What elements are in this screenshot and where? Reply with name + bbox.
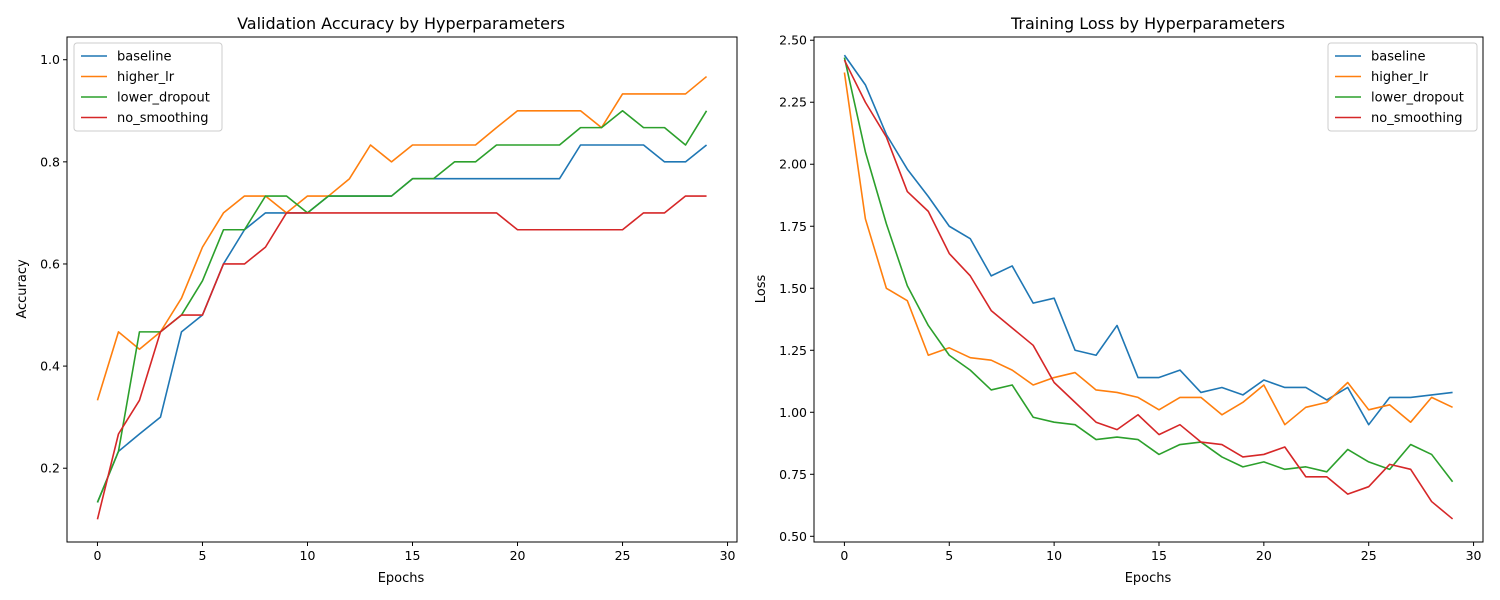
x-tick-label: 5 [198,548,206,563]
x-tick-label: 0 [840,548,848,563]
y-tick-label: 2.25 [779,95,807,110]
y-tick-label: 0.6 [40,256,60,271]
axes-frame [66,36,738,543]
x-tick-label: 30 [1466,548,1482,563]
legend-entry: no_smoothing [1371,111,1462,126]
x-tick-label: 25 [1361,548,1377,563]
y-tick-label: 0.75 [779,467,807,482]
x-tick-label: 10 [300,548,316,563]
series-line-no-smoothing [96,195,707,520]
y-tick-label: 1.50 [779,281,807,296]
loss-chart: Training Loss by Hyperparameters 0 5 10 15 2… [754,14,1484,586]
series-line-higher-lr [96,75,708,401]
x-tick-label: 20 [510,548,526,563]
legend-entry: higher_lr [1371,70,1429,85]
x-tick-label: 10 [1046,548,1062,563]
y-tick-label: 2.50 [779,33,807,48]
legend-box [1327,42,1478,132]
y-tick-label: 0.2 [40,461,60,476]
legend-entry: baseline [117,50,171,65]
legend-entry: lower_dropout [117,91,210,106]
axes-frame [813,36,1484,543]
x-tick-label: 5 [945,548,953,563]
x-tick-label: 0 [93,548,101,563]
chart-title: Validation Accuracy by Hyperparameters [237,14,565,33]
legend-entry: baseline [1371,50,1425,65]
legend: baseline higher_lr lower_dropout no_smoothi… [73,42,223,132]
series-line-lower-dropout [843,57,1454,483]
y-tick-label: 0.4 [40,359,60,374]
x-tick-label: 20 [1256,548,1272,563]
x-tick-label: 15 [405,548,421,563]
series-line-lower-dropout [96,109,708,503]
x-tick-label: 15 [1151,548,1167,563]
series-line-baseline [843,54,1453,426]
legend-entry: higher_lr [117,70,175,85]
x-tick-label: 25 [615,548,631,563]
legend-entry: no_smoothing [117,111,208,126]
x-tick-label: 30 [720,548,736,563]
y-tick-label: 1.75 [779,219,807,234]
y-tick-label: 0.8 [40,154,60,169]
y-axis-label: Loss [754,275,769,304]
x-axis-label: Epochs [378,571,425,586]
y-tick-label: 1.25 [779,343,807,358]
chart-title: Training Loss by Hyperparameters [1010,14,1285,33]
accuracy-chart: Validation Accuracy by Hyperparameters 0… [15,14,738,586]
series-line-no-smoothing [843,59,1454,520]
y-axis-label: Accuracy [15,259,30,319]
y-tick-label: 1.0 [40,52,60,67]
plot-area: 0 5 10 15 20 25 30 0.50 0.75 1.00 1.25 1.50 1.75 2.00… [779,33,1484,563]
legend-box [73,42,223,132]
plot-area: 0 5 10 15 20 25 30 0.2 0.4 0.6 0.8 1.0 baseline highe… [40,36,738,563]
y-tick-label: 2.00 [779,157,807,172]
x-axis-label: Epochs [1125,571,1172,586]
legend-entry: lower_dropout [1371,91,1464,106]
y-tick-label: 0.50 [779,529,807,544]
legend: baseline higher_lr lower_dropout no_smoothi… [1327,42,1478,132]
y-tick-label: 1.00 [779,405,807,420]
